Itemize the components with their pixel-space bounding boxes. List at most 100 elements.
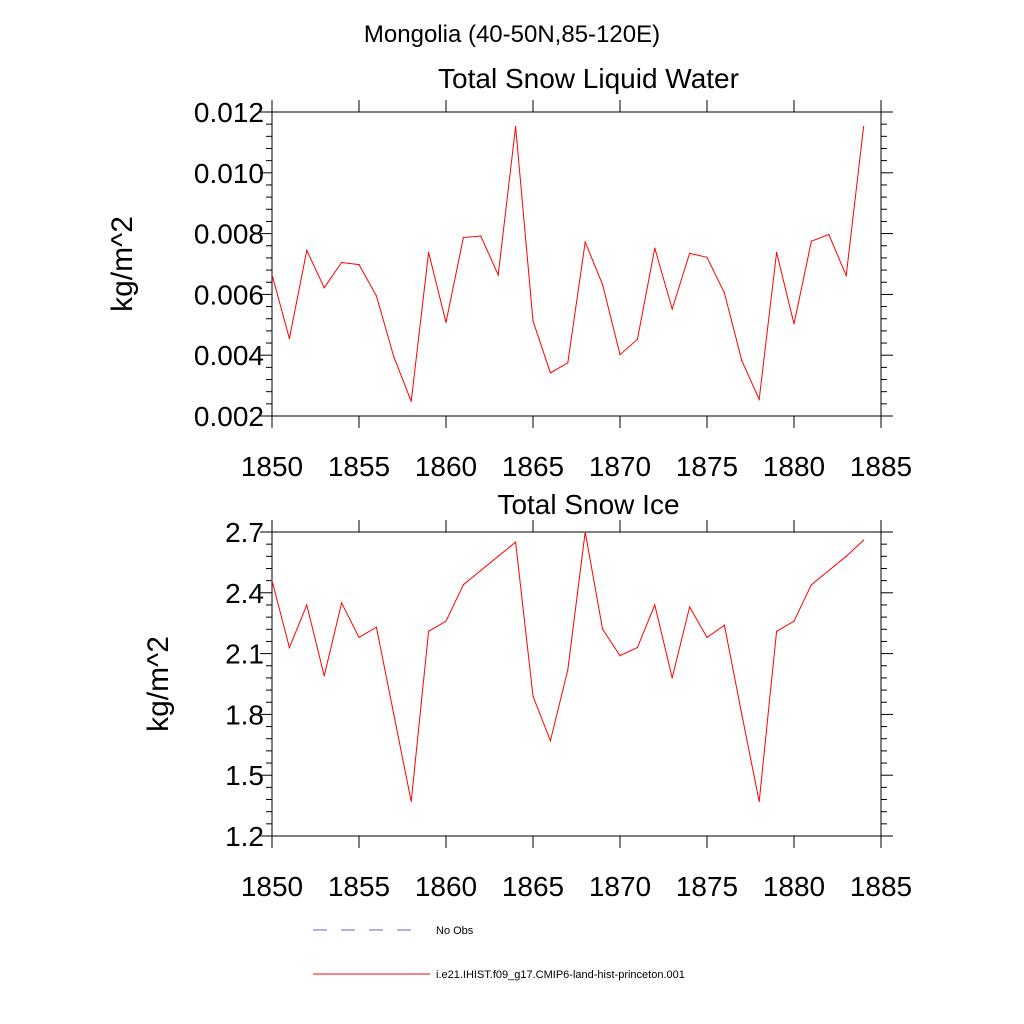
data-point [619,655,621,657]
data-point [845,274,847,277]
data-point [515,125,517,128]
data-point [636,338,639,340]
data-point [567,362,569,364]
data-point [793,323,795,325]
data-point [271,274,273,276]
data-point [288,646,290,649]
data-point [410,800,412,803]
series-line [271,126,865,402]
data-point [793,620,795,622]
data-point [671,308,673,310]
data-point [654,604,656,606]
data-point [497,274,499,276]
data-point [323,287,325,289]
data-point [828,233,830,236]
data-point [828,569,830,572]
panel-snow-ice: Total Snow Ice kg/m^2 1850 1855 1860 1865 1870… [142,489,912,902]
data-point [358,264,360,266]
data-point [375,295,377,297]
data-point [410,400,412,403]
x-tick-label: 1855 [328,451,390,482]
data-point [532,320,534,322]
x-tick-label: 1850 [241,451,303,482]
y-tick-label: 2.4 [225,578,264,609]
data-point [723,624,726,626]
data-point [375,626,377,628]
data-point [393,713,395,716]
data-point [462,584,464,586]
chart-title: Total Snow Liquid Water [438,63,739,94]
x-tick-label: 1855 [328,871,390,902]
x-tick-label: 1865 [502,451,564,482]
y-axis-label: kg/m^2 [106,216,139,312]
data-point [428,251,430,254]
y-tick-label: 1.5 [225,760,264,791]
figure-suptitle: Mongolia (40-50N,85-120E) [364,21,660,48]
data-point [271,580,273,582]
x-tick-label: 1870 [589,871,651,902]
legend-no-obs-label: No Obs [436,925,474,937]
y-tick-label: 2.1 [225,639,264,670]
data-point [341,261,343,264]
data-point [845,555,847,557]
data-point [532,695,534,697]
plot-frame [271,111,882,417]
data-point [428,630,430,632]
data-point [480,235,482,237]
data-point [723,292,726,294]
data-point [602,628,604,630]
data-point [445,321,447,323]
panel-snow-liquid-water: Total Snow Liquid Water kg/m^2 1850 1855 186… [106,63,912,482]
data-point [584,531,586,533]
x-tick-label: 1885 [850,451,912,482]
data-point [689,252,691,254]
data-point [306,249,308,251]
data-point [515,541,517,543]
data-point [758,398,760,400]
data-point [863,125,865,128]
data-point [584,241,586,243]
data-point [549,372,552,374]
y-axis-label: kg/m^2 [142,636,175,732]
data-point [497,555,499,557]
x-tick-label: 1850 [241,871,303,902]
y-tick-label: 1.8 [225,699,264,730]
y-tick-label: 0.008 [194,219,264,250]
data-point [567,669,569,671]
y-tick-label: 0.002 [194,401,264,432]
x-tick-label: 1870 [589,451,651,482]
data-point [306,604,308,606]
data-point [323,675,325,677]
data-point [358,636,360,638]
data-point [654,247,656,249]
y-tick-label: 0.012 [194,97,264,128]
y-tick-label: 0.006 [194,279,264,310]
y-tick-label: 2.7 [225,517,264,548]
legend-model-label: i.e21.IHIST.f09_g17.CMIP6-land-hist-prin… [436,969,685,981]
data-point [758,800,760,803]
data-point [341,602,343,604]
legend: No Obs i.e21.IHIST.f09_g17.CMIP6-land-hi… [313,925,685,981]
data-point [393,356,395,358]
x-tick-label: 1865 [502,871,564,902]
y-tick-label: 0.010 [194,158,264,189]
data-point [689,606,691,608]
data-point [810,584,813,586]
y-tick-label: 1.2 [225,821,264,852]
data-point [671,677,673,679]
x-tick-label: 1875 [676,451,738,482]
data-point [810,240,813,242]
data-point [462,236,464,239]
plot-frame [271,531,882,837]
data-point [706,636,708,638]
x-tick-label: 1860 [415,871,477,902]
data-point [602,284,604,286]
chart-title: Total Snow Ice [497,489,679,520]
x-tick-label: 1860 [415,451,477,482]
data-point [741,360,743,362]
series-line [271,531,864,802]
x-tick-label: 1880 [763,451,825,482]
data-point [706,256,708,258]
data-point [776,630,778,632]
